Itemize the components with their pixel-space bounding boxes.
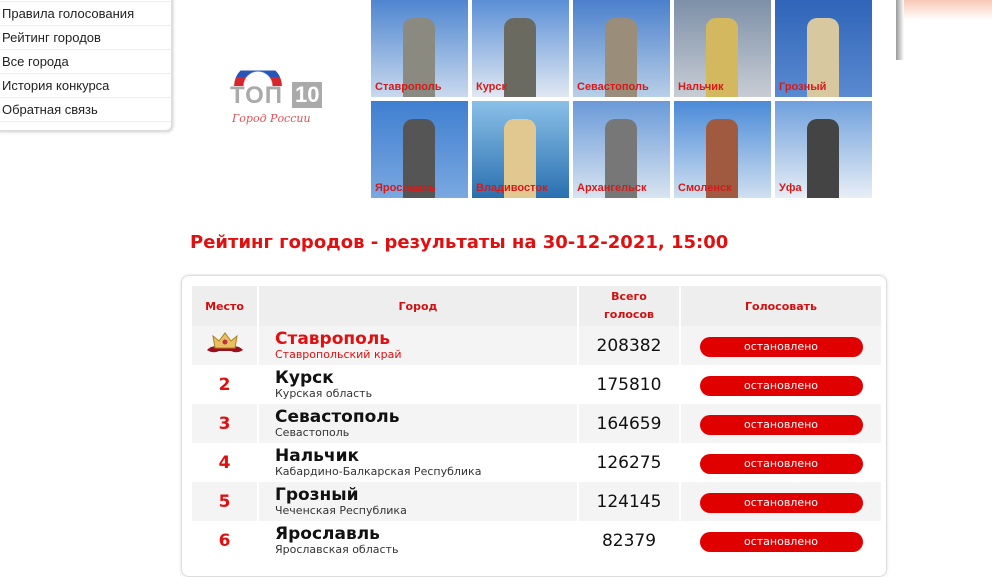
city-cell: Ярославль Ярославская область: [259, 521, 577, 560]
vote-button[interactable]: остановлено: [699, 375, 863, 396]
tile-label: Грозный: [779, 81, 827, 93]
city-name[interactable]: Севастополь: [275, 407, 400, 427]
city-cell: Ставрополь Ставропольский край: [259, 326, 577, 365]
place-cell: 3: [192, 404, 257, 443]
tile-label: Нальчик: [678, 81, 724, 93]
tile-label: Владивосток: [476, 182, 548, 194]
crown-icon: [203, 330, 247, 356]
page-title: Рейтинг городов - результаты на 30-12-20…: [190, 232, 729, 253]
vote-cell: остановлено: [681, 326, 881, 365]
city-tile[interactable]: Архангельск: [573, 101, 670, 198]
city-tile[interactable]: Уфа: [775, 101, 872, 198]
city-tile[interactable]: Севастополь: [573, 0, 670, 97]
table-row: 3 Севастополь Севастополь 164659 остановлено: [192, 404, 881, 443]
menu-item-feedback[interactable]: Обратная связь: [0, 97, 171, 121]
vote-cell: остановлено: [681, 443, 881, 482]
vote-button[interactable]: остановлено: [699, 414, 863, 435]
city-cell: Грозный Чеченская Республика: [259, 482, 577, 521]
city-tile[interactable]: Смоленск: [674, 101, 771, 198]
table-row: 2 Курск Курская область 175810 остановлено: [192, 365, 881, 404]
tile-label: Архангельск: [577, 182, 647, 194]
flag-arc-icon: [234, 64, 282, 86]
vote-cell: остановлено: [681, 404, 881, 443]
city-region: Севастополь: [275, 426, 350, 439]
place-cell: 2: [218, 374, 231, 395]
city-region: Курская область: [275, 387, 373, 400]
votes-cell: 164659: [579, 404, 679, 443]
landmark-image: [403, 18, 435, 97]
table-row: 5 Грозный Чеченская Республика 124145 остано…: [192, 482, 881, 521]
corner-decoration: [896, 0, 992, 20]
votes-cell: 124145: [579, 482, 679, 521]
menu-item-all-cities[interactable]: Все города: [0, 49, 171, 73]
side-menu: Правила голосования Рейтинг городов Все …: [0, 0, 172, 131]
landmark-image: [605, 119, 637, 198]
city-region: Чеченская Республика: [275, 504, 407, 517]
city-name[interactable]: Ярославль: [275, 524, 380, 544]
vote-button[interactable]: остановлено: [699, 531, 863, 552]
table-row: 6 Ярославль Ярославская область 82379 остано…: [192, 521, 881, 560]
city-cell: Нальчик Кабардино-Балкарская Республика: [259, 443, 577, 482]
corner-shadow: [896, 0, 904, 60]
city-region: Ярославская область: [275, 543, 399, 556]
header-place: Место: [192, 286, 257, 326]
place-cell: 6: [218, 530, 231, 551]
landmark-image: [605, 18, 637, 97]
place-cell: 4: [218, 452, 231, 473]
logo-ten: 10: [292, 82, 323, 108]
logo-top: ТОП: [230, 82, 283, 109]
menu-item-rating[interactable]: Рейтинг городов: [0, 25, 171, 49]
tile-label: Уфа: [779, 182, 802, 194]
place-cell: [192, 326, 257, 365]
city-name[interactable]: Нальчик: [275, 446, 360, 466]
landmark-image: [504, 119, 536, 198]
city-name[interactable]: Грозный: [275, 485, 359, 505]
rating-table: Место Город Всего голосов Голосовать Ста…: [190, 286, 883, 560]
landmark-image: [807, 119, 839, 198]
menu-item-history[interactable]: История конкурса: [0, 73, 171, 97]
tile-label: Смоленск: [678, 182, 732, 194]
vote-cell: остановлено: [681, 521, 881, 560]
votes-cell: 126275: [596, 452, 662, 473]
logo[interactable]: ТОП 10 Город России: [228, 64, 328, 134]
city-tile[interactable]: Курск: [472, 0, 569, 97]
landmark-image: [706, 119, 738, 198]
landmark-image: [504, 18, 536, 97]
city-tile[interactable]: Владивосток: [472, 101, 569, 198]
landmark-image: [807, 18, 839, 97]
city-cell: Курск Курская область: [259, 365, 577, 404]
header-votes: Всего голосов: [579, 286, 679, 326]
city-tile[interactable]: Ярославль: [371, 101, 468, 198]
vote-cell: остановлено: [681, 482, 881, 521]
city-tile[interactable]: Нальчик: [674, 0, 771, 97]
city-name[interactable]: Курск: [275, 368, 334, 388]
vote-cell: остановлено: [681, 365, 881, 404]
menu-end: [0, 121, 171, 130]
header-vote: Голосовать: [681, 286, 881, 326]
tile-label: Севастополь: [577, 81, 649, 93]
tile-label: Курск: [476, 81, 508, 93]
city-cell: Севастополь Севастополь: [259, 404, 577, 443]
votes-cell: 82379: [601, 530, 657, 551]
city-tile[interactable]: Грозный: [775, 0, 872, 97]
place-cell: 5: [192, 482, 257, 521]
city-region: Ставропольский край: [275, 348, 402, 361]
city-tile[interactable]: Ставрополь: [371, 0, 468, 97]
landmark-image: [706, 18, 738, 97]
vote-button[interactable]: остановлено: [699, 336, 863, 357]
vote-button[interactable]: остановлено: [699, 492, 863, 513]
tile-label: Ставрополь: [375, 81, 442, 93]
table-row: 4 Нальчик Кабардино-Балкарская Республика 1…: [192, 443, 881, 482]
tile-label: Ярославль: [375, 182, 436, 194]
vote-button[interactable]: остановлено: [699, 453, 863, 474]
landmark-image: [403, 119, 435, 198]
votes-cell: 175810: [596, 374, 662, 395]
logo-subtitle: Город России: [232, 112, 311, 125]
votes-cell: 208382: [579, 326, 679, 365]
city-region: Кабардино-Балкарская Республика: [275, 465, 482, 478]
table-row: Ставрополь Ставропольский край 208382 остан…: [192, 326, 881, 365]
header-city: Город: [259, 286, 577, 326]
menu-item-rules[interactable]: Правила голосования: [0, 1, 171, 25]
city-name[interactable]: Ставрополь: [275, 329, 391, 349]
